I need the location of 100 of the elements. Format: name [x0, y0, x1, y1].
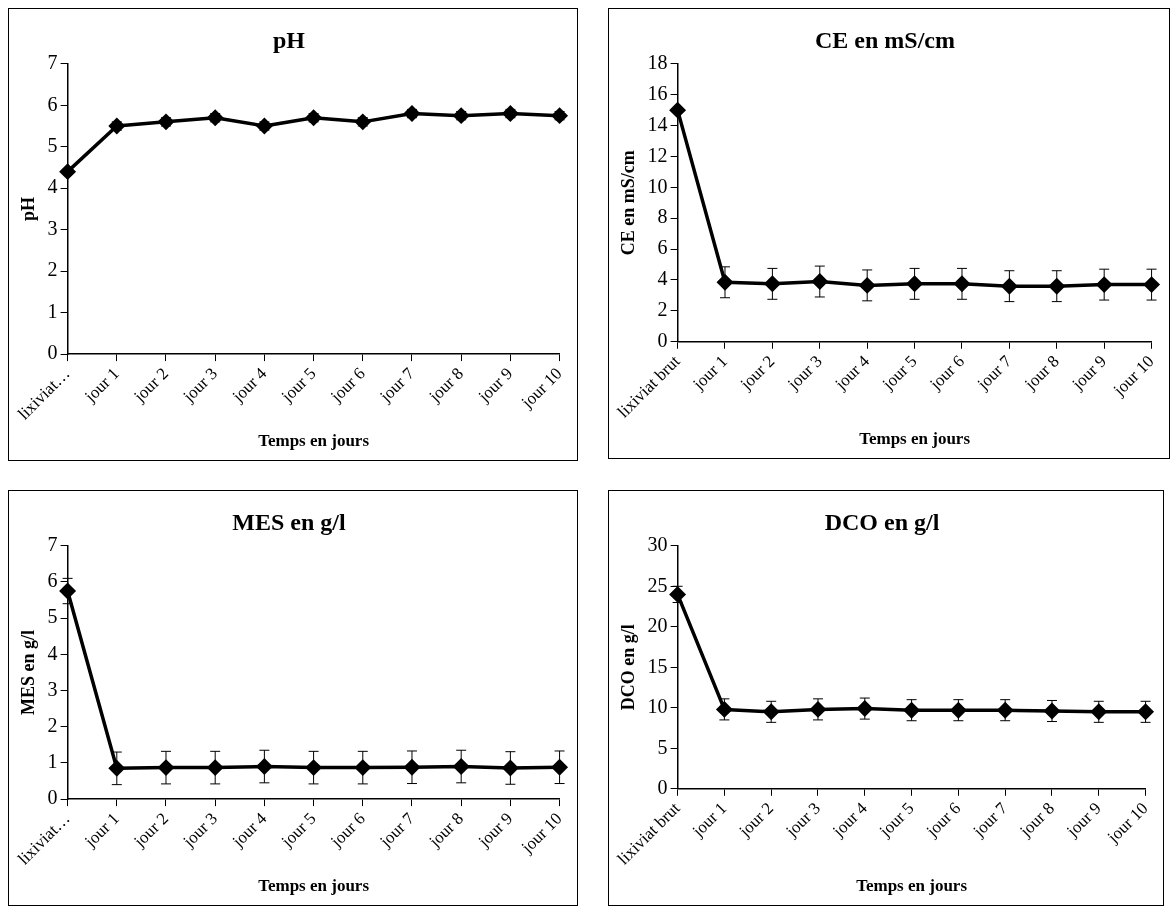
y-axis-title: pH [18, 196, 39, 221]
point [207, 759, 223, 776]
y-axis-title: DCO en g/l [618, 624, 639, 711]
x-tick-label: jour 1 [80, 808, 123, 852]
y-tick-label: 14 [647, 112, 668, 135]
x-tick-label: jour 8 [1020, 351, 1063, 395]
x-tick-label: jour 4 [227, 808, 271, 852]
y-tick-label: 30 [647, 533, 668, 556]
x-tick-label: jour 5 [277, 808, 320, 852]
x-tick-label: jour 3 [178, 363, 222, 407]
x-tick-label: jour 3 [781, 798, 824, 842]
y-tick-label: 3 [47, 216, 58, 239]
x-tick-label: jour 9 [1067, 351, 1111, 395]
x-tick-label: jour 10 [1103, 798, 1152, 848]
point [997, 702, 1013, 718]
x-tick-label: jour 2 [735, 351, 779, 395]
x-tick-label: jour 5 [277, 363, 320, 407]
y-tick-label: 10 [647, 174, 668, 197]
point [305, 759, 322, 776]
x-tick-label: jour 8 [1015, 798, 1058, 842]
y-tick-label: 5 [47, 133, 58, 156]
x-tick-label: jour 10 [517, 363, 566, 413]
point [812, 273, 828, 290]
x-tick-label: jour 9 [1062, 798, 1105, 842]
point [207, 109, 223, 126]
point [763, 704, 779, 720]
point [859, 277, 875, 294]
x-tick-label: jour 10 [1109, 351, 1158, 401]
point [903, 702, 920, 718]
x-tick-label: jour 7 [972, 351, 1016, 395]
chart-title: MES en g/l [232, 508, 346, 535]
x-tick-label: jour 1 [688, 351, 731, 395]
x-axis-title: Temps en jours [258, 876, 370, 896]
y-tick-label: 1 [47, 750, 58, 773]
x-axis-title: Temps en jours [859, 429, 971, 449]
x-tick-label: jour 8 [424, 808, 468, 852]
x-tick-label: jour 6 [925, 351, 968, 395]
y-tick-label: 6 [657, 236, 668, 259]
point [256, 758, 273, 775]
y-tick-label: 15 [647, 654, 668, 677]
point [1091, 704, 1107, 720]
point [453, 758, 469, 775]
x-tick-label: jour 4 [227, 363, 271, 407]
x-tick-label: jour 4 [828, 798, 872, 842]
x-tick-label: jour 2 [734, 798, 778, 842]
x-axis-title: Temps en jours [258, 431, 370, 451]
x-tick-label: jour 7 [375, 363, 419, 407]
point [906, 276, 923, 292]
y-tick-label: 5 [657, 735, 668, 758]
y-tick-label: 7 [47, 533, 58, 556]
point [764, 276, 781, 292]
y-tick-label: 18 [647, 51, 668, 74]
x-tick-label: jour 10 [517, 808, 566, 858]
point [551, 759, 568, 776]
x-axis-title: Temps en jours [856, 876, 968, 896]
x-tick-label: jour 1 [80, 363, 123, 407]
point [109, 760, 125, 777]
x-tick-label: jour 5 [878, 351, 921, 395]
x-tick-label: jour 3 [783, 351, 826, 395]
y-tick-label: 4 [657, 267, 668, 290]
y-tick-label: 6 [47, 569, 58, 592]
x-tick-label: jour 2 [129, 808, 172, 852]
x-tick-label: jour 3 [178, 808, 222, 852]
y-tick-label: 6 [47, 92, 58, 115]
x-tick-label: jour 1 [687, 798, 731, 842]
y-axis-title: MES en g/l [18, 629, 39, 715]
y-tick-label: 8 [657, 205, 668, 228]
y-tick-label: 0 [47, 786, 58, 809]
chart-title: pH [272, 26, 306, 53]
y-tick-label: 10 [647, 695, 668, 718]
x-tick-label: jour 6 [326, 363, 369, 407]
y-tick-label: 12 [647, 143, 668, 166]
point [305, 109, 322, 126]
y-tick-label: 2 [657, 298, 668, 321]
y-tick-label: 0 [47, 341, 58, 364]
x-tick-label: jour 6 [921, 798, 965, 842]
chart-title: DCO en g/l [824, 508, 940, 535]
x-tick-label: jour 2 [129, 363, 172, 407]
x-tick-label: jour 7 [968, 798, 1012, 842]
x-tick-label: jour 4 [830, 351, 874, 395]
y-tick-label: 0 [657, 329, 668, 351]
y-tick-label: 1 [47, 299, 58, 322]
y-axis-title: CE en mS/cm [618, 150, 639, 256]
chart-title: CE en mS/cm [815, 26, 955, 53]
y-tick-label: 2 [47, 258, 58, 281]
point [502, 760, 519, 776]
point [1096, 276, 1112, 293]
point [59, 163, 76, 180]
point [1137, 704, 1154, 720]
x-tick-label: jour 6 [326, 808, 369, 852]
y-tick-label: 3 [47, 677, 58, 700]
y-tick-label: 4 [47, 175, 58, 198]
point [355, 759, 371, 776]
x-tick-label: jour 8 [424, 363, 468, 407]
point [669, 102, 686, 118]
y-tick-label: 20 [647, 614, 668, 637]
y-tick-label: 25 [647, 573, 668, 596]
point [1001, 278, 1018, 294]
point [1049, 278, 1065, 294]
y-tick-label: 0 [657, 776, 668, 798]
